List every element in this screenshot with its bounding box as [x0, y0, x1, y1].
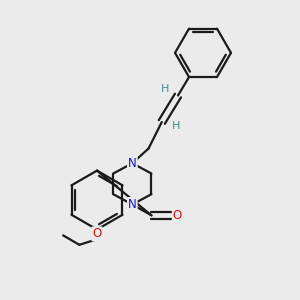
Text: N: N	[128, 198, 137, 211]
Text: N: N	[128, 157, 137, 170]
Text: O: O	[92, 227, 102, 240]
Text: H: H	[172, 122, 181, 131]
Text: O: O	[173, 209, 182, 222]
Text: H: H	[160, 84, 169, 94]
